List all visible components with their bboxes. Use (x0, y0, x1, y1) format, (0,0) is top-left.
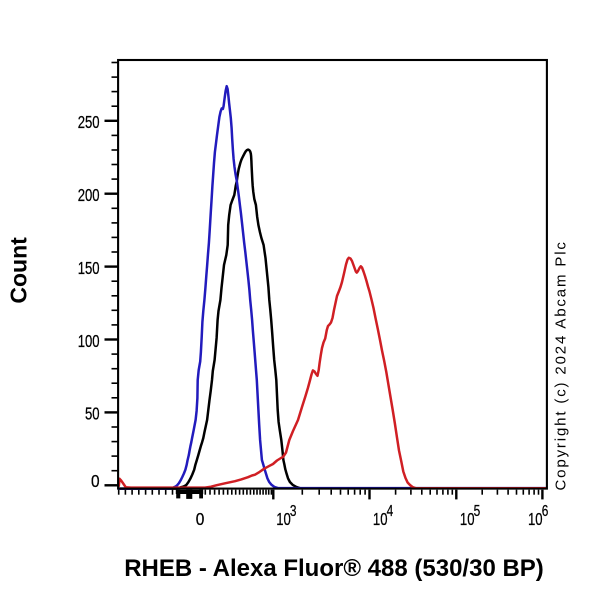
svg-text:200: 200 (78, 185, 100, 205)
svg-text:150: 150 (78, 258, 100, 278)
svg-text:3: 3 (290, 503, 297, 520)
svg-text:0: 0 (91, 471, 100, 491)
svg-text:RHEB - Alexa Fluor® 488 (530/3: RHEB - Alexa Fluor® 488 (530/30 BP) (124, 555, 544, 582)
svg-text:10: 10 (373, 509, 388, 529)
svg-text:10: 10 (276, 509, 291, 529)
svg-text:6: 6 (542, 503, 549, 520)
svg-text:4: 4 (387, 503, 394, 520)
svg-text:250: 250 (78, 112, 100, 132)
svg-text:Copyright (c) 2024 Abcam Plc: Copyright (c) 2024 Abcam Plc (552, 240, 569, 490)
svg-text:50: 50 (85, 404, 100, 424)
svg-text:10: 10 (528, 509, 543, 529)
svg-text:10: 10 (460, 509, 475, 529)
svg-text:0: 0 (196, 509, 205, 529)
svg-text:Count: Count (6, 237, 32, 304)
svg-text:5: 5 (474, 503, 481, 520)
svg-text:100: 100 (78, 331, 100, 351)
